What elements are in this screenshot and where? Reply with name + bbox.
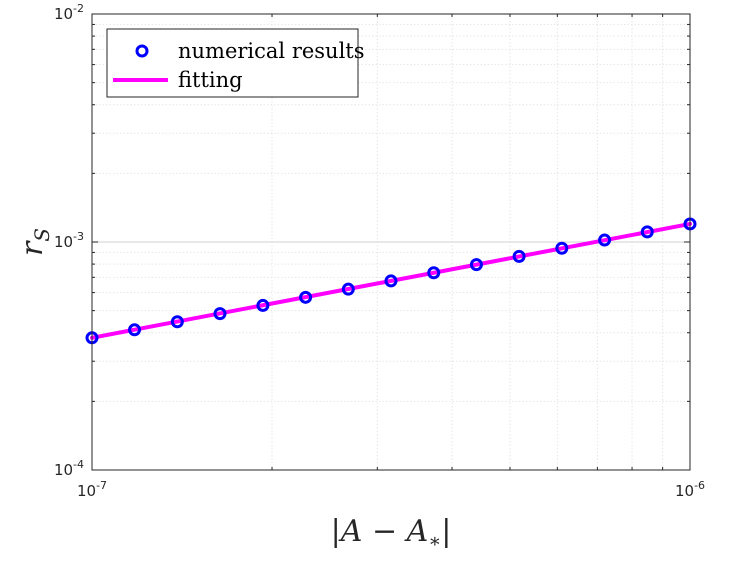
- data-point: [555, 241, 569, 255]
- data-point: [341, 282, 355, 296]
- data-point: [512, 249, 526, 263]
- y-axis-label: rS: [15, 228, 54, 256]
- data-point: [299, 290, 313, 304]
- tick-labels: 10-7 10-6 10-4 10-3 10-2: [54, 2, 705, 500]
- y-tick-label: 10-2: [54, 2, 84, 23]
- data-point: [213, 307, 227, 321]
- plot-frame: [91, 13, 691, 471]
- data-point: [256, 298, 270, 312]
- series-fitting: [90, 221, 692, 340]
- data-point: [128, 323, 142, 337]
- y-tick-label: 10-3: [54, 230, 84, 251]
- legend-box: [106, 28, 359, 98]
- legend-label: numerical results: [178, 39, 365, 63]
- y-tick-label: 10-4: [54, 458, 84, 479]
- series-numerical-results: [85, 217, 697, 345]
- data-point: [469, 258, 483, 272]
- data-point: [598, 233, 612, 247]
- data-point: [170, 315, 184, 329]
- data-point: [427, 266, 441, 280]
- legend: numerical results fitting: [106, 28, 365, 98]
- x-axis-label: |A − A∗|: [331, 514, 452, 552]
- fitting-line: [90, 221, 692, 340]
- x-tick-label: 10-6: [675, 479, 705, 500]
- data-point: [640, 225, 654, 239]
- legend-label: fitting: [178, 68, 243, 92]
- data-point: [384, 274, 398, 288]
- legend-swatch-marker: [135, 44, 149, 58]
- x-tick-label: 10-7: [77, 479, 107, 500]
